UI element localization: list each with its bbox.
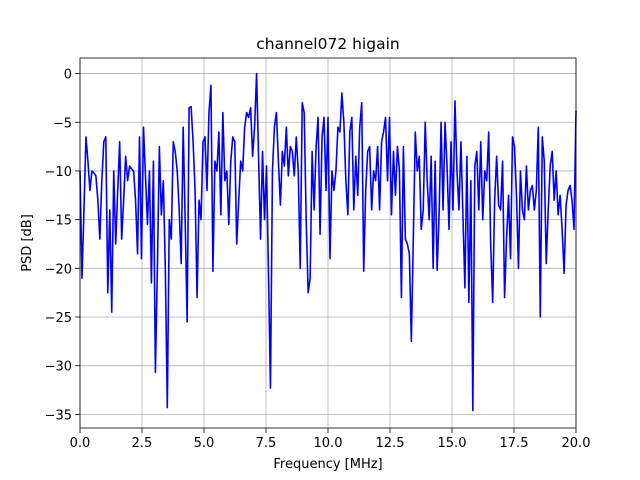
- chart-title: channel072 higain: [256, 35, 399, 53]
- x-tick-label: 2.5: [132, 436, 153, 451]
- plot-frame: [79, 57, 577, 429]
- y-tick-label: −25: [45, 311, 72, 326]
- x-tick-label: 15.0: [438, 436, 467, 451]
- x-tick-label: 5.0: [194, 436, 215, 451]
- y-axis-label: PSD [dB]: [20, 214, 35, 272]
- x-tick-label: 17.5: [500, 436, 529, 451]
- x-tick-label: 0.0: [70, 436, 91, 451]
- x-tick-label: 12.5: [376, 436, 405, 451]
- y-tick-label: −15: [45, 214, 72, 229]
- x-tick-label: 7.5: [256, 436, 277, 451]
- y-tick-label: −20: [45, 262, 72, 277]
- x-tick-label: 20.0: [562, 436, 591, 451]
- y-tick-label: 0: [64, 68, 72, 83]
- y-tick-label: −30: [45, 360, 72, 375]
- x-tick-label: 10.0: [314, 436, 343, 451]
- x-axis-label: Frequency [MHz]: [273, 457, 382, 472]
- y-tick-label: −35: [45, 408, 72, 423]
- y-tick-label: −10: [45, 165, 72, 180]
- data-line: [79, 72, 577, 412]
- y-tick-label: −5: [53, 116, 72, 131]
